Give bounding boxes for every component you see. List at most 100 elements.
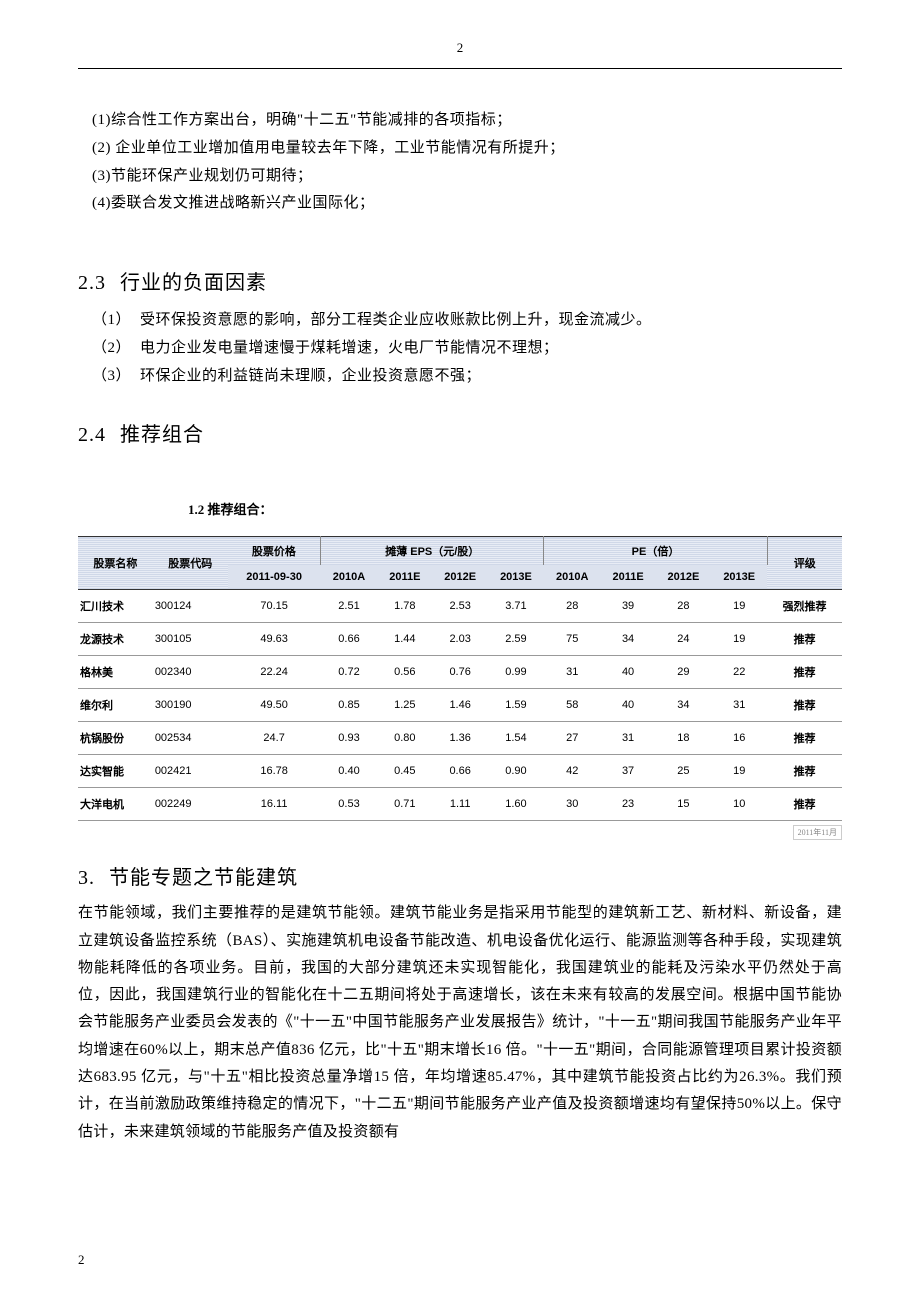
table-row: 维尔利30019049.500.851.251.461.5958403431推荐: [78, 689, 842, 722]
col-year: 2013E: [711, 565, 767, 590]
table-cell: 28: [656, 590, 712, 623]
section-title: 行业的负面因素: [120, 272, 267, 294]
table-cell: 19: [711, 623, 767, 656]
table-cell: 汇川技术: [78, 590, 153, 623]
section-number: 2.3: [78, 272, 106, 295]
col-price: 股票价格: [228, 537, 321, 566]
table-cell: 19: [711, 755, 767, 788]
table-cell: 002421: [153, 755, 228, 788]
table-cell: 达实智能: [78, 755, 153, 788]
table-cell: 2.59: [488, 623, 544, 656]
table-cell: 25: [656, 755, 712, 788]
table-cell: 0.93: [321, 722, 378, 755]
table-row: 杭锅股份00253424.70.930.801.361.5427311816推荐: [78, 722, 842, 755]
table-cell: 2.03: [432, 623, 488, 656]
table-cell: 58: [544, 689, 601, 722]
table-row: 大洋电机00224916.110.530.711.111.6030231510推…: [78, 788, 842, 821]
table-row: 龙源技术30010549.630.661.442.032.5975342419推…: [78, 623, 842, 656]
table-row: 达实智能00242116.780.400.450.660.9042372519推…: [78, 755, 842, 788]
table-cell: 70.15: [228, 590, 321, 623]
table-row: 汇川技术30012470.152.511.782.533.7128392819强…: [78, 590, 842, 623]
table-cell: 1.60: [488, 788, 544, 821]
list-item: (3)节能环保产业规划仍可期待；: [92, 163, 842, 191]
table-cell: 大洋电机: [78, 788, 153, 821]
table-cell: 300105: [153, 623, 228, 656]
table-cell: 0.53: [321, 788, 378, 821]
table-cell: 42: [544, 755, 601, 788]
negative-factors-list: （1）受环保投资意愿的影响，部分工程类企业应收账款比例上升，现金流减少。 （2）…: [92, 307, 842, 390]
table-cell: 0.45: [377, 755, 432, 788]
table-cell: 2.51: [321, 590, 378, 623]
table-cell: 0.76: [432, 656, 488, 689]
table-cell: 1.78: [377, 590, 432, 623]
list-item: （1）受环保投资意愿的影响，部分工程类企业应收账款比例上升，现金流减少。: [92, 307, 842, 335]
recommendation-table: 股票名称 股票代码 股票价格 摊薄 EPS（元/股） PE（倍） 评级 2011…: [78, 536, 842, 821]
table-cell: 34: [601, 623, 656, 656]
section-3-heading: 3. 节能专题之节能建筑: [78, 861, 842, 890]
table-cell: 16: [711, 722, 767, 755]
table-cell: 19: [711, 590, 767, 623]
table-cell: 22: [711, 656, 767, 689]
table-body: 汇川技术30012470.152.511.782.533.7128392819强…: [78, 590, 842, 821]
table-cell: 37: [601, 755, 656, 788]
table-cell: 0.72: [321, 656, 378, 689]
list-item: （2）电力企业发电量增速慢于煤耗增速，火电厂节能情况不理想；: [92, 335, 842, 363]
col-year: 2011E: [601, 565, 656, 590]
table-cell: 格林美: [78, 656, 153, 689]
table-cell: 49.63: [228, 623, 321, 656]
table-cell: 27: [544, 722, 601, 755]
table-cell: 推荐: [767, 788, 842, 821]
item-text: 受环保投资意愿的影响，部分工程类企业应收账款比例上升，现金流减少。: [140, 312, 652, 328]
table-cell: 30: [544, 788, 601, 821]
table-cell: 1.25: [377, 689, 432, 722]
table-cell: 002249: [153, 788, 228, 821]
table-cell: 1.54: [488, 722, 544, 755]
table-cell: 15: [656, 788, 712, 821]
col-price-date: 2011-09-30: [228, 565, 321, 590]
list-item: (2) 企业单位工业增加值用电量较去年下降，工业节能情况有所提升；: [92, 135, 842, 163]
col-year: 2013E: [488, 565, 544, 590]
table-cell: 300124: [153, 590, 228, 623]
table-cell: 75: [544, 623, 601, 656]
table-cell: 3.71: [488, 590, 544, 623]
item-number: （2）: [92, 335, 140, 363]
top-horizontal-rule: [78, 68, 842, 69]
table-cell: 推荐: [767, 722, 842, 755]
table-cell: 龙源技术: [78, 623, 153, 656]
col-year: 2010A: [544, 565, 601, 590]
table-cell: 强烈推荐: [767, 590, 842, 623]
table-cell: 0.66: [321, 623, 378, 656]
body-paragraph: 在节能领域，我们主要推荐的是建筑节能领。建筑节能业务是指采用节能型的建筑新工艺、…: [78, 900, 842, 1146]
table-cell: 24.7: [228, 722, 321, 755]
table-cell: 34: [656, 689, 712, 722]
section-number: 3.: [78, 867, 95, 890]
table-cell: 31: [601, 722, 656, 755]
table-cell: 0.85: [321, 689, 378, 722]
list-item: (4)委联合发文推进战略新兴产业国际化；: [92, 190, 842, 218]
col-year: 2012E: [432, 565, 488, 590]
table-cell: 维尔利: [78, 689, 153, 722]
table-cell: 0.80: [377, 722, 432, 755]
col-year: 2011E: [377, 565, 432, 590]
item-text: 环保企业的利益链尚未理顺，企业投资意愿不强；: [140, 368, 481, 384]
table-cell: 1.44: [377, 623, 432, 656]
col-code: 股票代码: [153, 537, 228, 590]
table-cell: 31: [711, 689, 767, 722]
section-number: 2.4: [78, 424, 106, 447]
table-cell: 002534: [153, 722, 228, 755]
table-cell: 29: [656, 656, 712, 689]
table-cell: 0.40: [321, 755, 378, 788]
table-cell: 0.71: [377, 788, 432, 821]
col-year: 2010A: [321, 565, 378, 590]
col-rating: 评级: [767, 537, 842, 590]
table-cell: 18: [656, 722, 712, 755]
table-cell: 31: [544, 656, 601, 689]
table-row: 格林美00234022.240.720.560.760.9931402922推荐: [78, 656, 842, 689]
table-footer-date: 2011年11月: [793, 825, 842, 840]
section-title: 节能专题之节能建筑: [109, 867, 298, 889]
table-cell: 39: [601, 590, 656, 623]
table-header: 股票名称 股票代码 股票价格 摊薄 EPS（元/股） PE（倍） 评级 2011…: [78, 537, 842, 590]
section-2-3-heading: 2.3 行业的负面因素: [78, 266, 842, 295]
table-cell: 28: [544, 590, 601, 623]
item-number: （3）: [92, 363, 140, 391]
